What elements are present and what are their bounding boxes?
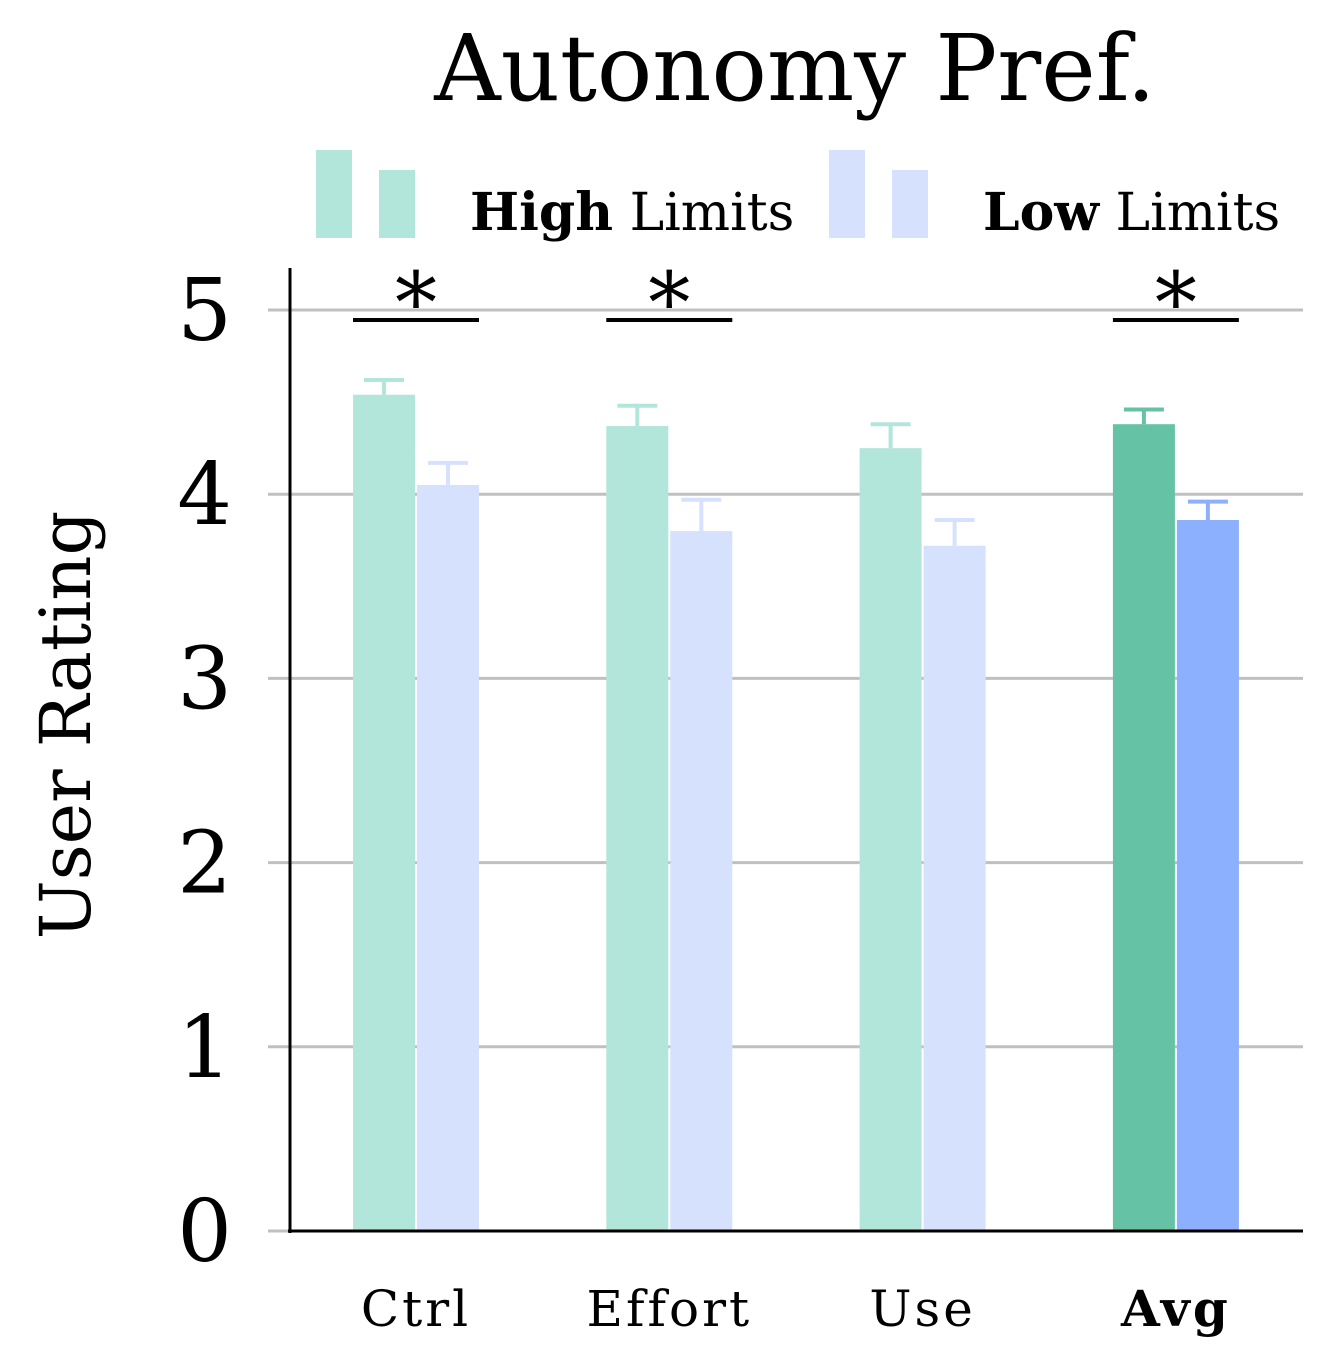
x-tick-label: Use <box>869 1280 975 1338</box>
bar-avg-low <box>1176 519 1239 1231</box>
bars <box>353 394 1239 1232</box>
legend-swatch-tall <box>829 150 865 238</box>
legend-label-rest: Limits <box>1099 183 1280 243</box>
bar-effort-high <box>606 426 669 1231</box>
legend-swatch-short <box>379 170 415 238</box>
y-tick-label: 2 <box>177 814 232 914</box>
y-tick-labels: 0 1 2 3 4 5 <box>177 261 232 1282</box>
significance-star: * <box>1155 254 1197 352</box>
significance-star: * <box>648 254 690 352</box>
bar-avg-high <box>1112 424 1175 1232</box>
legend-label: Low Limits <box>983 182 1280 243</box>
x-tick-label: Effort <box>586 1280 752 1338</box>
y-tick-label: 5 <box>177 261 232 361</box>
legend-label-bold: Low <box>983 182 1100 243</box>
legend-swatch-tall <box>316 150 352 238</box>
y-axis-label: User Rating <box>25 511 107 940</box>
significance-markers: * * * <box>353 254 1239 352</box>
y-tick-label: 3 <box>177 629 232 729</box>
axes <box>288 268 1303 1233</box>
bar-ctrl-high <box>353 394 415 1231</box>
legend-label-bold: High <box>470 182 613 243</box>
y-tick-label: 4 <box>177 445 232 545</box>
bar-use-high <box>859 448 922 1231</box>
legend-label-rest: Limits <box>613 183 794 243</box>
error-bars <box>364 377 1228 546</box>
bar-ctrl-low <box>417 484 479 1231</box>
legend: High Limits Low Limits <box>316 150 1280 243</box>
bar-use-low <box>923 545 986 1231</box>
legend-swatch-short <box>892 170 928 238</box>
bar-effort-low <box>670 531 733 1231</box>
y-tick-label: 1 <box>177 998 232 1098</box>
significance-star: * <box>395 254 437 352</box>
x-tick-labels: Ctrl Effort Use Avg <box>361 1279 1231 1338</box>
chart-title: Autonomy Pref. <box>433 15 1156 122</box>
y-tick-label: 0 <box>177 1182 232 1282</box>
legend-label: High Limits <box>470 182 794 243</box>
x-tick-label: Avg <box>1120 1279 1231 1338</box>
x-tick-label: Ctrl <box>361 1280 471 1338</box>
